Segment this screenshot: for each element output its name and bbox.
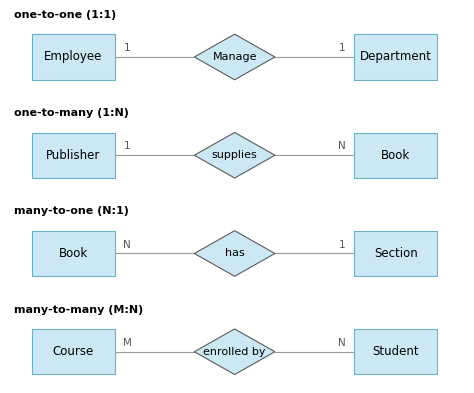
Text: Book: Book: [59, 247, 88, 260]
Text: enrolled by: enrolled by: [203, 347, 266, 357]
Text: 1: 1: [339, 240, 346, 250]
Text: Student: Student: [373, 345, 419, 358]
Text: has: has: [225, 248, 245, 259]
Text: supplies: supplies: [212, 150, 257, 160]
Text: many-to-many (M:N): many-to-many (M:N): [14, 305, 144, 314]
Text: Employee: Employee: [44, 50, 103, 64]
Text: N: N: [123, 240, 131, 250]
Text: one-to-one (1:1): one-to-one (1:1): [14, 10, 117, 20]
FancyBboxPatch shape: [354, 329, 437, 374]
Text: M: M: [123, 338, 132, 348]
Text: 1: 1: [123, 141, 130, 151]
Polygon shape: [194, 132, 275, 178]
FancyBboxPatch shape: [32, 132, 115, 178]
Text: N: N: [338, 141, 346, 151]
Polygon shape: [194, 34, 275, 80]
Text: N: N: [338, 338, 346, 348]
Text: 1: 1: [123, 43, 130, 53]
FancyBboxPatch shape: [32, 34, 115, 79]
FancyBboxPatch shape: [354, 132, 437, 178]
Text: Manage: Manage: [212, 52, 257, 62]
FancyBboxPatch shape: [354, 231, 437, 276]
FancyBboxPatch shape: [354, 34, 437, 79]
Text: Book: Book: [381, 149, 410, 162]
Polygon shape: [194, 231, 275, 276]
Text: Section: Section: [374, 247, 418, 260]
Text: many-to-one (N:1): many-to-one (N:1): [14, 206, 129, 216]
FancyBboxPatch shape: [32, 329, 115, 374]
Polygon shape: [194, 329, 275, 375]
Text: Publisher: Publisher: [46, 149, 100, 162]
Text: Course: Course: [53, 345, 94, 358]
Text: one-to-many (1:N): one-to-many (1:N): [14, 108, 129, 118]
FancyBboxPatch shape: [32, 231, 115, 276]
Text: 1: 1: [339, 43, 346, 53]
Text: Department: Department: [360, 50, 432, 64]
